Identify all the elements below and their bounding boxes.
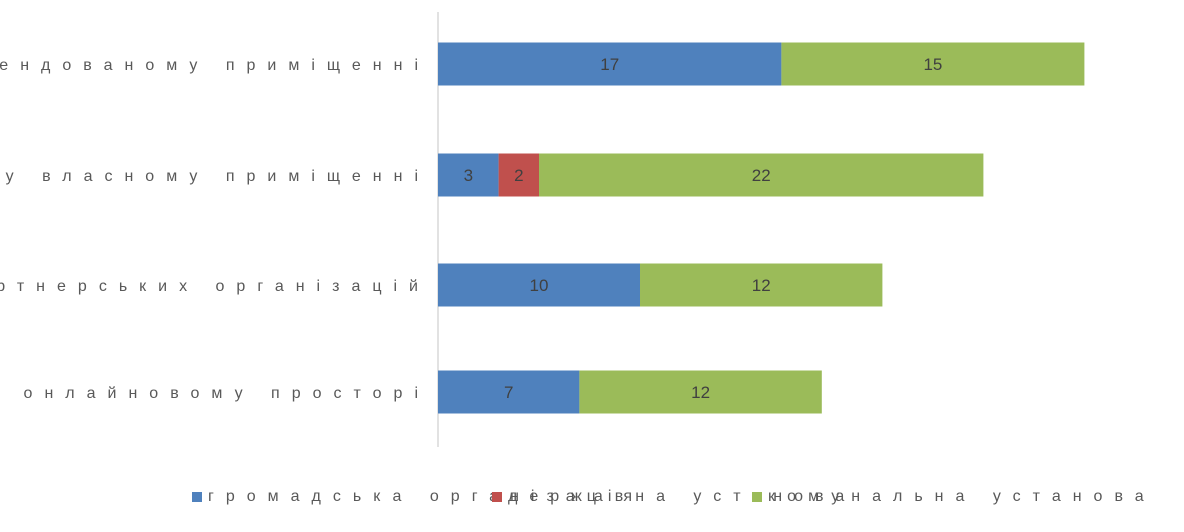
legend-label: комунальна установа bbox=[768, 488, 1156, 505]
bar-segment bbox=[539, 153, 984, 197]
data-label: 15 bbox=[923, 55, 942, 74]
bar-segment bbox=[781, 42, 1085, 86]
legend-swatch bbox=[752, 492, 762, 502]
legend-item: громадська організація bbox=[192, 488, 644, 505]
bar-segment bbox=[579, 370, 822, 414]
category-label: в орендованому приміщенні bbox=[0, 57, 430, 74]
legend-label: громадська організація bbox=[208, 488, 644, 505]
category-label: у власному приміщенні bbox=[6, 168, 430, 185]
bar-segment bbox=[640, 263, 883, 307]
bar-segment bbox=[498, 153, 539, 197]
data-label: 3 bbox=[464, 166, 473, 185]
bar-segment bbox=[438, 263, 640, 307]
data-label: 17 bbox=[600, 55, 619, 74]
data-label: 12 bbox=[752, 276, 771, 295]
data-label: 10 bbox=[530, 276, 549, 295]
legend-swatch bbox=[492, 492, 502, 502]
legend-swatch bbox=[192, 492, 202, 502]
bar-segment bbox=[438, 42, 782, 86]
data-label: 22 bbox=[752, 166, 771, 185]
data-label: 2 bbox=[514, 166, 523, 185]
data-label: 7 bbox=[504, 383, 513, 402]
bar-segment bbox=[438, 153, 499, 197]
category-label: у приміщенні партнерських організацій bbox=[0, 278, 430, 295]
category-label: в онлайновому просторі bbox=[0, 385, 430, 402]
data-label: 12 bbox=[691, 383, 710, 402]
bar-segment bbox=[438, 370, 580, 414]
legend-item: комунальна установа bbox=[752, 488, 1156, 505]
